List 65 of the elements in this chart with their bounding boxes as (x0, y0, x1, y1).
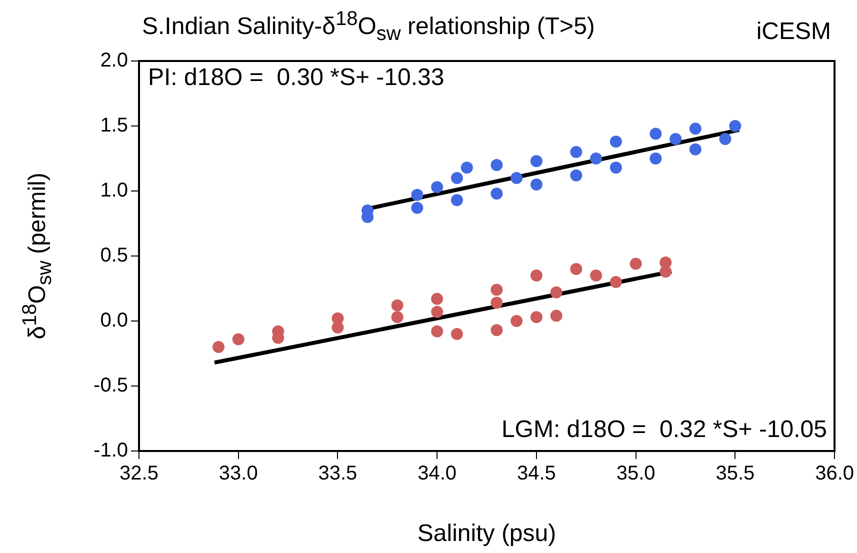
point (232, 333, 244, 346)
y-tick-label: 1.5 (100, 114, 128, 137)
x-tick-label: 35.0 (616, 462, 656, 485)
x-tick-label: 33.5 (318, 462, 358, 485)
y-tick-label: 2.0 (100, 50, 128, 72)
point (450, 172, 463, 184)
point (650, 128, 662, 140)
point (660, 266, 672, 278)
point (212, 341, 224, 353)
annotation: LGM: d18O = 0.32 *S+ -10.05 (501, 416, 827, 444)
point (719, 133, 732, 145)
point (490, 284, 503, 296)
x-tick-label: 34.5 (516, 462, 556, 485)
point (431, 306, 444, 318)
point (411, 188, 424, 201)
point (391, 299, 404, 312)
x-tick-label: 33.0 (218, 462, 258, 485)
y-tick-label: -0.5 (94, 374, 128, 397)
point (450, 328, 463, 340)
point (431, 325, 444, 338)
y-tick-label: 1.0 (100, 180, 128, 202)
x-tick-label: 36.0 (815, 462, 854, 485)
point (590, 270, 602, 282)
point (450, 194, 463, 206)
point (530, 155, 542, 168)
point (530, 178, 542, 190)
point (610, 276, 622, 288)
point (610, 136, 622, 148)
point (490, 159, 503, 171)
point (729, 120, 742, 132)
point (391, 311, 404, 324)
x-tick-label: 35.5 (716, 462, 755, 485)
point (530, 311, 542, 324)
point (570, 169, 582, 182)
point (670, 133, 682, 145)
y-tick-label: -1.0 (94, 440, 128, 462)
point (460, 162, 473, 174)
x-tick-label: 34.0 (418, 462, 457, 485)
point (530, 270, 542, 282)
point (490, 324, 503, 336)
point (411, 202, 424, 214)
point (510, 172, 523, 184)
chart-title: S.Indian Salinity-δ$^{18}$O$_{sw}$ relationship (T>5) (142, 8, 595, 46)
point (570, 263, 582, 275)
point (570, 146, 582, 158)
text: iCESM (756, 18, 831, 46)
point (630, 258, 642, 270)
point (550, 310, 562, 322)
point (590, 152, 602, 164)
point (610, 162, 622, 174)
point (689, 143, 702, 156)
point (490, 188, 503, 200)
point (490, 296, 503, 309)
point (650, 152, 662, 164)
point (510, 315, 523, 327)
point (689, 122, 702, 135)
x-tick-label: 32.5 (120, 462, 158, 485)
point (431, 181, 444, 194)
point (332, 322, 344, 334)
y-tick-label: 0.0 (100, 310, 128, 332)
annotation: PI: d18O = 0.30 *S+ -10.33 (148, 64, 444, 92)
x-axis-title: Salinity (psu) (417, 520, 556, 548)
point (550, 286, 562, 298)
y-tick-label: 0.5 (100, 244, 128, 267)
point (431, 292, 444, 305)
